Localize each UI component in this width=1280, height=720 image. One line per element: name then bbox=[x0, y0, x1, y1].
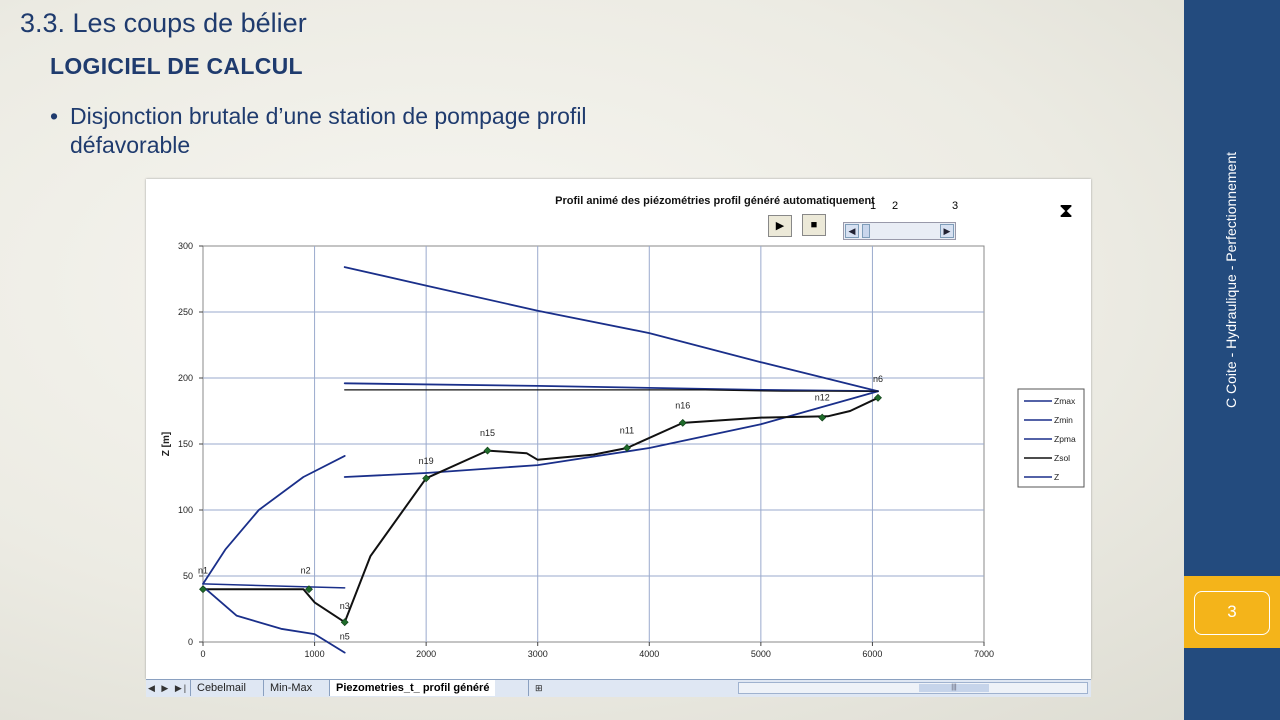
series-line-5 bbox=[202, 454, 346, 585]
series-line-zmin bbox=[343, 382, 879, 393]
page-number: 3 bbox=[1227, 602, 1237, 621]
piezometry-chart: 0 1000 2000 3000 4000 5000 6000 7000 0 50 100 150 20… bbox=[161, 195, 1085, 659]
node-marker bbox=[678, 418, 687, 427]
play-button[interactable]: ▶ bbox=[768, 215, 792, 237]
y-tick-label: 100 bbox=[178, 505, 193, 515]
node-label: n16 bbox=[675, 400, 690, 410]
scroll-label-3: 3 bbox=[952, 200, 959, 212]
stop-button[interactable]: ■ bbox=[802, 214, 826, 236]
page-number-box bbox=[1184, 576, 1280, 648]
legend-label: Zpma bbox=[1054, 434, 1076, 444]
node-marker bbox=[422, 474, 431, 483]
legend-box bbox=[1017, 388, 1085, 488]
node-label: n19 bbox=[419, 456, 434, 466]
node-label: n5 bbox=[340, 631, 350, 641]
node-marker bbox=[623, 444, 631, 452]
node-label: n6 bbox=[873, 374, 883, 384]
chart-title: Profil animé des piézométries profil gén… bbox=[555, 195, 875, 207]
slide-title: 3.3. Les coups de bélier bbox=[20, 8, 307, 38]
x-tick-label: 6000 bbox=[862, 649, 882, 659]
scroll-label-1: 1 bbox=[870, 200, 877, 212]
y-tick-label: 200 bbox=[178, 373, 193, 383]
node-marker bbox=[199, 585, 207, 594]
insert-sheet-icon[interactable]: ⊞ bbox=[528, 680, 549, 696]
series-line-zsol bbox=[202, 396, 879, 624]
legend-label: Z bbox=[1054, 472, 1059, 482]
series-line-z bbox=[202, 583, 346, 589]
x-tick-label: 7000 bbox=[974, 649, 994, 659]
stop-icon: ■ bbox=[810, 219, 818, 231]
node-label: n1 bbox=[198, 565, 208, 575]
slide-subheading: LOGICIEL DE CALCUL bbox=[50, 53, 303, 79]
scroll-right-button[interactable]: ▶ bbox=[940, 224, 954, 238]
scroll-label-2: 2 bbox=[892, 200, 899, 212]
x-tick-label: 1000 bbox=[305, 649, 325, 659]
x-tick-label: 0 bbox=[200, 649, 205, 659]
sheet-tab-min-max[interactable]: Min-Max bbox=[263, 680, 318, 696]
bullet-text: Disjonction brutale d’une station de pom… bbox=[70, 103, 587, 158]
scroll-thumb[interactable] bbox=[862, 224, 870, 238]
footer-vertical-text: C Coite - Hydraulique - Perfectionnement bbox=[1223, 152, 1243, 408]
node-label: n11 bbox=[620, 425, 634, 435]
horizontal-scrollbar[interactable]: ||| bbox=[738, 682, 1088, 694]
time-scrollbar[interactable]: ◀ ▶ bbox=[843, 222, 956, 240]
node-label: n15 bbox=[480, 428, 495, 438]
node-label: n3 bbox=[340, 601, 350, 611]
hourglass-icon: ⧗ bbox=[1059, 200, 1074, 222]
horizontal-scroll-thumb[interactable]: ||| bbox=[919, 684, 989, 692]
bullet-dot-icon: • bbox=[50, 103, 59, 129]
sheet-tab-piezometries[interactable]: Piezometries_t_ profil généré bbox=[329, 680, 496, 696]
legend-label: Zmax bbox=[1054, 396, 1076, 406]
node-marker bbox=[305, 585, 313, 594]
x-tick-label: 2000 bbox=[416, 649, 436, 659]
series-line-zpma bbox=[343, 390, 879, 478]
node-label: n2 bbox=[301, 565, 311, 575]
sheet-tab-cebelmail[interactable]: Cebelmail bbox=[190, 680, 252, 696]
y-tick-label: 0 bbox=[188, 637, 193, 647]
node-marker bbox=[874, 393, 882, 402]
sheet-tab-bar: ◀ ▶ ▶| Cebelmail Min-Max Piezometries_t_… bbox=[146, 679, 1091, 697]
y-tick-label: 50 bbox=[183, 571, 193, 581]
legend-label: Zsol bbox=[1054, 453, 1070, 463]
node-label: n12 bbox=[815, 392, 830, 402]
y-axis-label: Z [m] bbox=[161, 432, 172, 456]
chevron-right-icon: ▶ bbox=[943, 226, 951, 236]
page-number-frame bbox=[1194, 591, 1270, 635]
excel-chart-panel: 0 1000 2000 3000 4000 5000 6000 7000 0 50 100 150 20… bbox=[146, 179, 1091, 679]
play-icon: ▶ bbox=[775, 220, 785, 232]
y-tick-label: 150 bbox=[178, 439, 193, 449]
legend-label: Zmin bbox=[1054, 415, 1073, 425]
series-line-7 bbox=[344, 389, 879, 392]
scroll-left-button[interactable]: ◀ bbox=[845, 224, 859, 238]
x-tick-label: 3000 bbox=[528, 649, 548, 659]
node-marker bbox=[483, 446, 492, 455]
node-marker bbox=[818, 413, 827, 422]
y-tick-label: 300 bbox=[178, 241, 193, 251]
chevron-left-icon: ◀ bbox=[848, 226, 856, 236]
node-marker bbox=[340, 618, 349, 627]
sheet-nav-arrows-icon[interactable]: ◀ ▶ ▶| bbox=[148, 683, 189, 693]
x-tick-label: 5000 bbox=[751, 649, 771, 659]
y-tick-label: 250 bbox=[178, 307, 193, 317]
series-line-zmax bbox=[343, 266, 879, 393]
x-tick-label: 4000 bbox=[639, 649, 659, 659]
series-line-6 bbox=[202, 585, 346, 654]
